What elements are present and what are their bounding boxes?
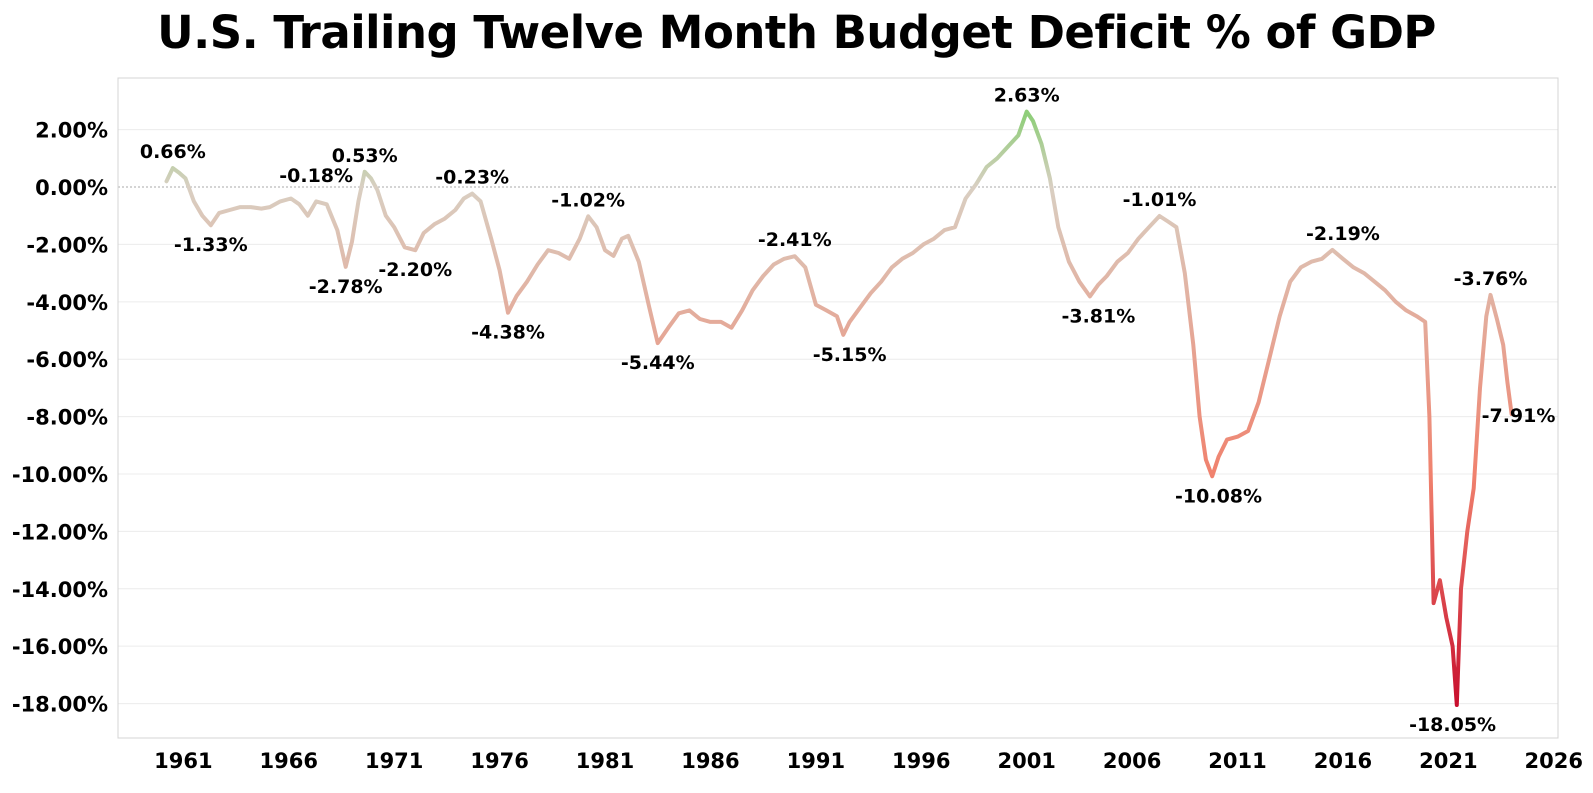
plot-frame <box>117 77 1559 739</box>
chart-title: U.S. Trailing Twelve Month Budget Defici… <box>157 6 1436 59</box>
y-tick-label: -16.00% <box>12 635 108 659</box>
x-axis: 1961 1966 1971 1976 1981 1986 1991 1996 2001 2006… <box>154 749 1583 773</box>
y-tick-label: -4.00% <box>26 291 108 315</box>
y-tick-label: -10.00% <box>12 463 108 487</box>
x-tick-label: 2021 <box>1419 749 1477 773</box>
x-tick-label: 2006 <box>1103 749 1161 773</box>
x-tick-label: 1991 <box>787 749 845 773</box>
deficit-series-line <box>164 109 1514 707</box>
data-label: -4.38% <box>471 322 545 344</box>
x-tick-label: 2011 <box>1208 749 1266 773</box>
x-tick-label: 1961 <box>154 749 212 773</box>
data-label: -2.78% <box>309 276 383 298</box>
data-label: -2.41% <box>758 229 832 251</box>
x-tick-label: 2026 <box>1525 749 1583 773</box>
x-tick-label: 1976 <box>470 749 528 773</box>
data-label: -1.33% <box>174 234 248 256</box>
y-tick-label: -12.00% <box>12 520 108 544</box>
y-tick-label: -18.00% <box>12 693 108 717</box>
y-tick-label: -6.00% <box>26 348 108 372</box>
data-labels: 0.66% -1.33% -0.18% -2.78% 0.53% -2.20% -0.23%… <box>140 85 1556 736</box>
y-tick-label: -8.00% <box>26 406 108 430</box>
data-label: -7.91% <box>1482 405 1556 427</box>
y-tick-label: -2.00% <box>26 233 108 257</box>
data-label: -0.18% <box>279 165 353 187</box>
data-label: -1.02% <box>551 189 625 211</box>
data-label: 2.63% <box>994 85 1060 107</box>
data-label: -2.20% <box>378 259 452 281</box>
data-label: -5.44% <box>621 352 695 374</box>
x-tick-label: 1981 <box>576 749 634 773</box>
data-label: -3.81% <box>1061 305 1135 327</box>
y-tick-label: 2.00% <box>35 119 108 143</box>
data-label: -0.23% <box>435 167 509 189</box>
x-tick-label: 1971 <box>365 749 423 773</box>
x-tick-label: 1986 <box>681 749 739 773</box>
data-label: 0.53% <box>332 145 398 167</box>
y-tick-label: -14.00% <box>12 578 108 602</box>
data-label: -10.08% <box>1175 485 1262 507</box>
data-label: -3.76% <box>1454 268 1528 290</box>
data-label: -18.05% <box>1409 714 1496 736</box>
x-tick-label: 2001 <box>997 749 1055 773</box>
y-tick-label: 0.00% <box>35 176 108 200</box>
data-label: 0.66% <box>140 141 206 163</box>
x-tick-label: 2016 <box>1314 749 1372 773</box>
grid-layer <box>118 129 1558 705</box>
data-label: -2.19% <box>1306 223 1380 245</box>
x-tick-label: 1996 <box>892 749 950 773</box>
x-tick-label: 1966 <box>260 749 318 773</box>
data-label: -1.01% <box>1123 189 1197 211</box>
y-axis: 2.00% 0.00% -2.00% -4.00% -6.00% -8.00% -10.00… <box>12 119 108 717</box>
data-label: -5.15% <box>813 344 887 366</box>
